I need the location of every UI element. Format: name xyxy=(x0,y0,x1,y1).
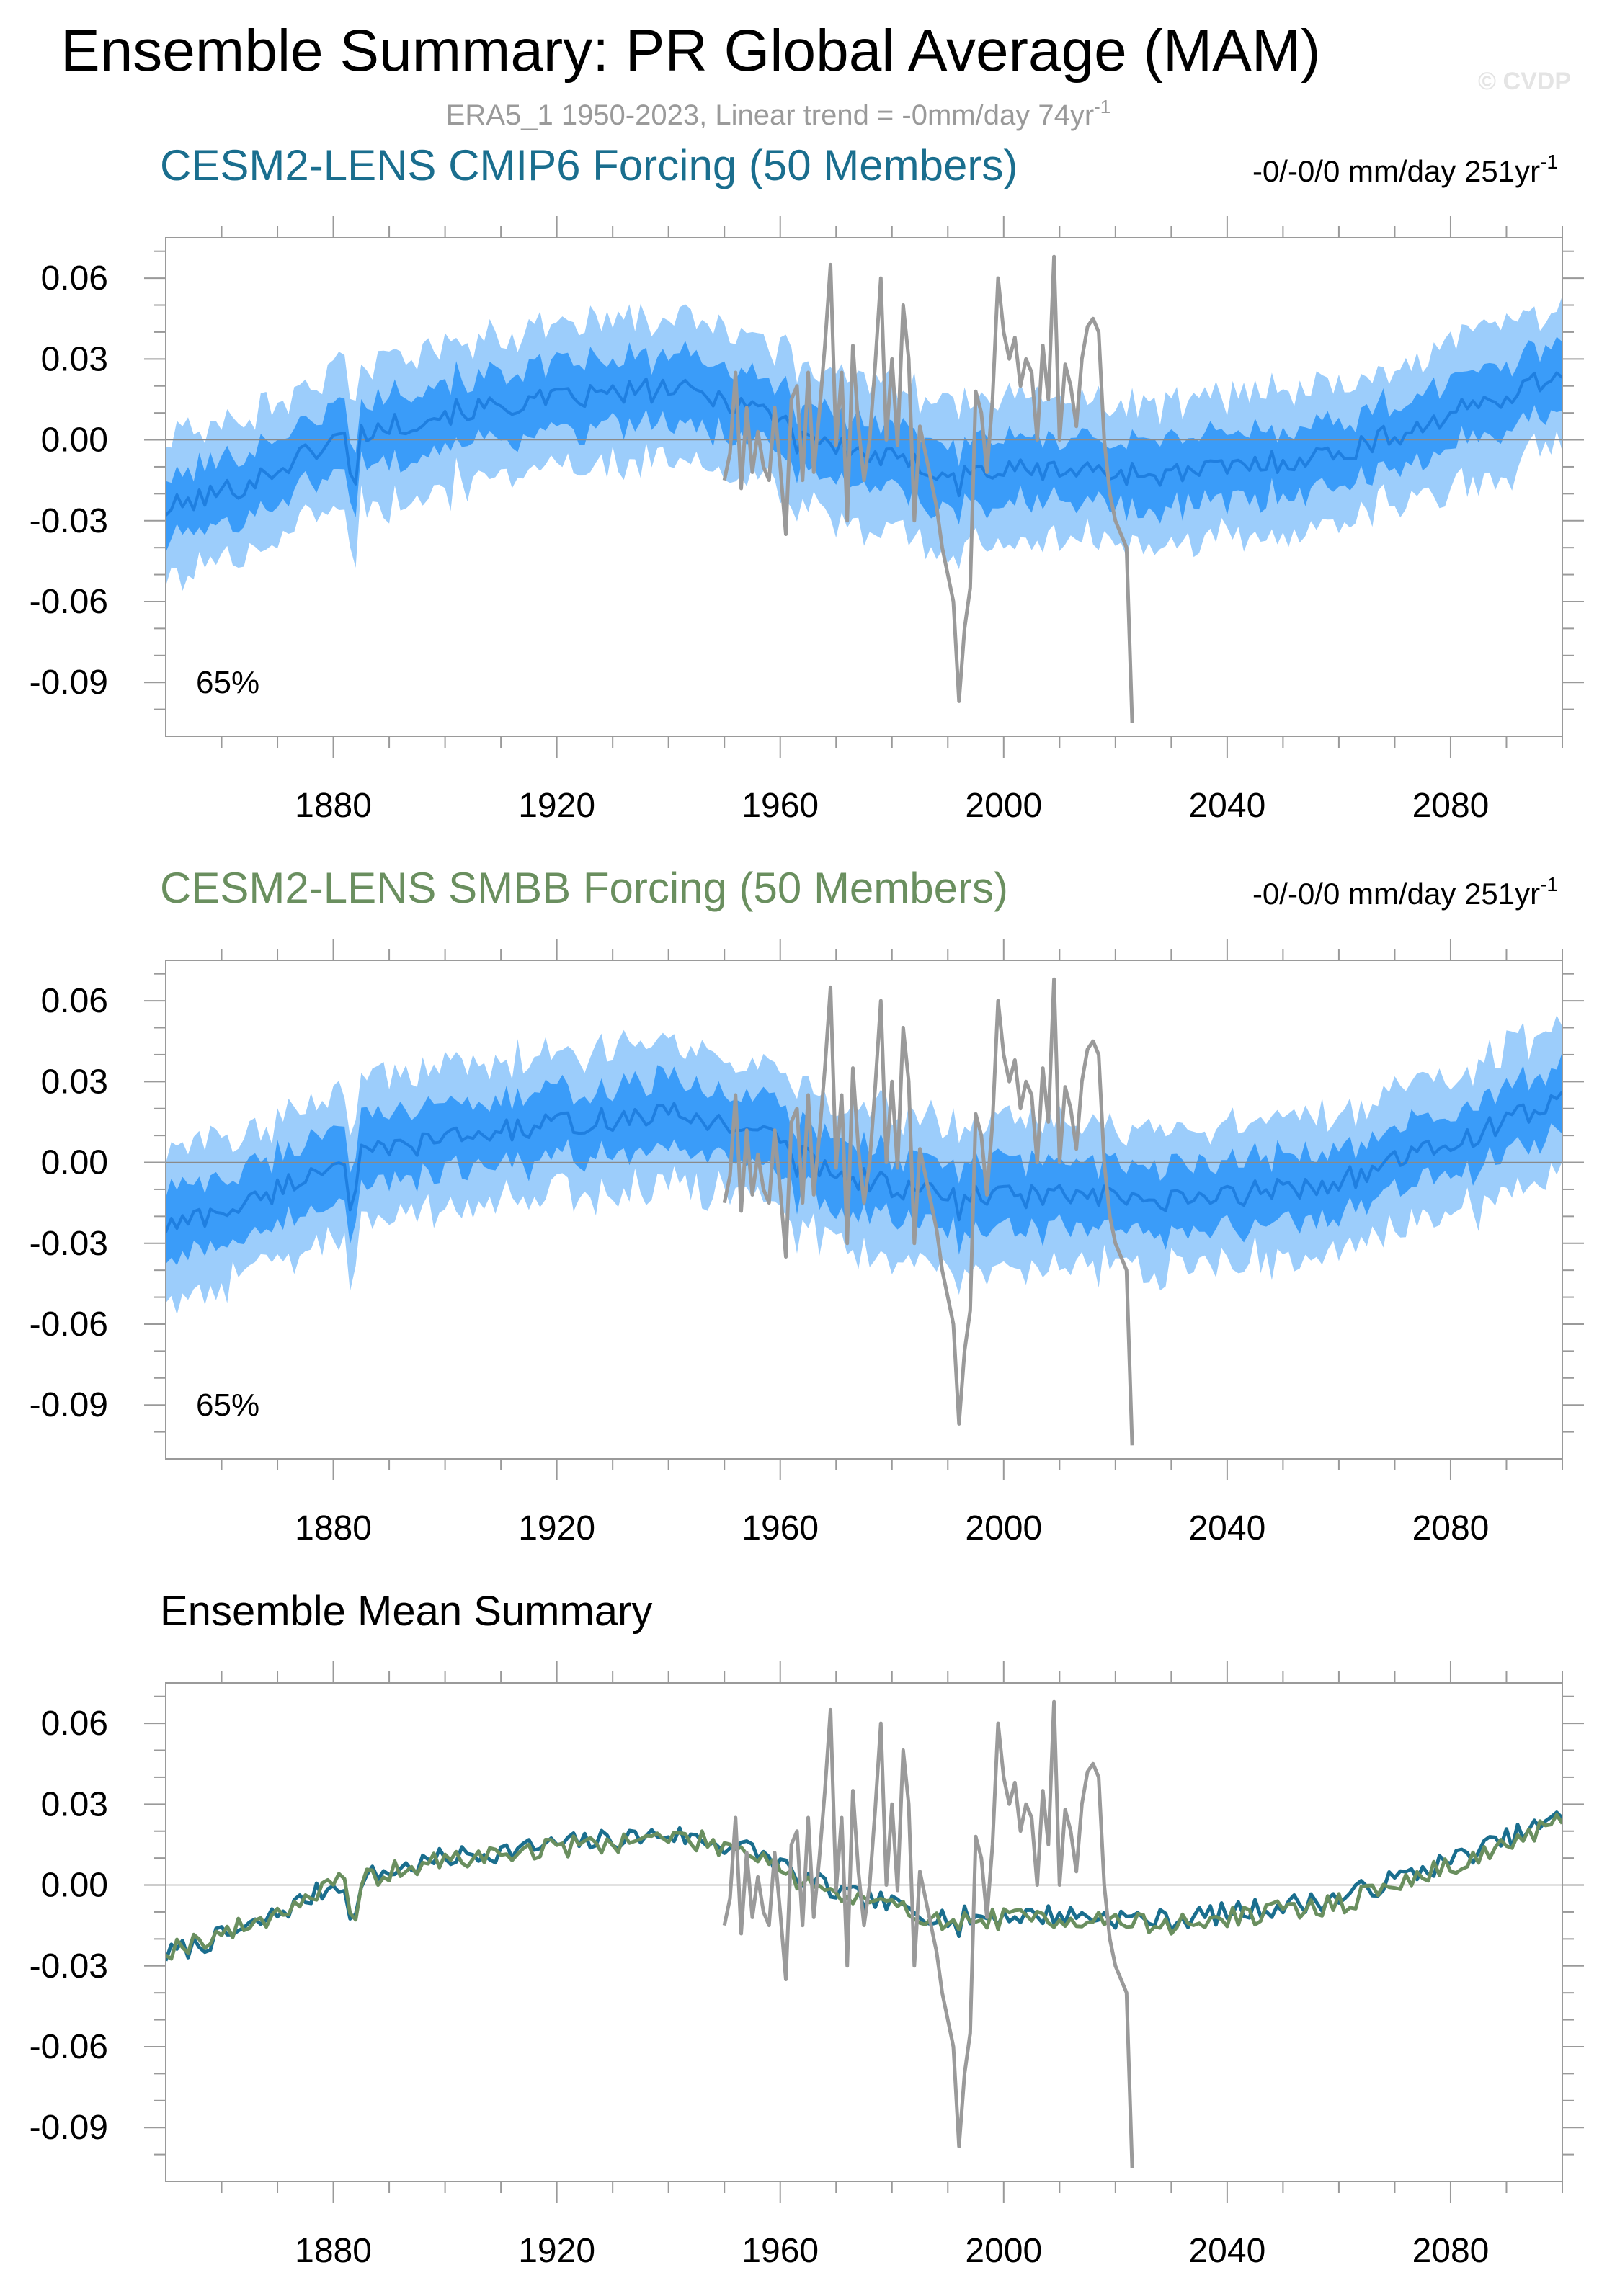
ensemble-mean-line xyxy=(166,371,1562,517)
y-tick-label: -0.03 xyxy=(30,502,108,540)
panel-cmip6: CESM2-LENS CMIP6 Forcing (50 Members) -0… xyxy=(30,141,1584,825)
x-tick-label: 2080 xyxy=(1412,1509,1490,1547)
observation-line xyxy=(722,1699,1134,2168)
x-tick-label: 1920 xyxy=(518,2232,595,2270)
y-tick-label: -0.09 xyxy=(30,1386,108,1424)
ensemble-inner-band xyxy=(166,336,1562,553)
y-tick-label: 0.00 xyxy=(41,421,108,460)
panel-cmip6-trend-text: -0/-0/0 mm/day 251yr xyxy=(1252,154,1540,188)
x-tick-label: 2080 xyxy=(1412,787,1490,825)
watermark: © CVDP xyxy=(1478,68,1571,95)
y-tick-label: 0.03 xyxy=(41,1063,108,1101)
x-tick-label: 1920 xyxy=(518,787,595,825)
ensemble-mean-line xyxy=(166,1090,1562,1233)
figure-title: Ensemble Summary: PR Global Average (MAM… xyxy=(61,18,1320,84)
x-tick-label: 1960 xyxy=(742,2232,819,2270)
x-tick-label: 2080 xyxy=(1412,2232,1490,2270)
y-tick-label: -0.03 xyxy=(30,1225,108,1263)
panel-cmip6-plot: 1880 1920 1960 2000 2040 2080 0.06 0.03 0.00 -0.0… xyxy=(30,216,1584,825)
x-tick-label: 1960 xyxy=(742,787,819,825)
ensemble-inner-band xyxy=(166,1052,1562,1266)
x-tick-label: 2040 xyxy=(1188,2232,1265,2270)
panel-smbb-trend-text: -0/-0/0 mm/day 251yr xyxy=(1252,877,1540,911)
panel-smbb: CESM2-LENS SMBB Forcing (50 Members) -0/… xyxy=(30,864,1584,1547)
panel-cmip6-percent-label: 65% xyxy=(196,665,259,700)
y-tick-label: 0.00 xyxy=(41,1144,108,1182)
x-tick-label: 2000 xyxy=(965,1509,1042,1547)
panel-ensemble-mean: Ensemble Mean Summary 1880 1920 1960 2000 20… xyxy=(30,1588,1584,2270)
panel-smbb-trend-label: -0/-0/0 mm/day 251yr-1 xyxy=(1252,873,1558,911)
panel-smbb-plot: 1880 1920 1960 2000 2040 2080 0.06 0.03 0.00 -0.0… xyxy=(30,939,1584,1547)
y-tick-label: -0.09 xyxy=(30,2109,108,2147)
obs-trend-label-text: ERA5_1 1950-2023, Linear trend = -0mm/da… xyxy=(446,99,1094,131)
y-tick-label: 0.03 xyxy=(41,1785,108,1823)
smbb-mean-line xyxy=(166,1813,1562,1961)
x-tick-label: 1880 xyxy=(295,1509,372,1547)
plot-frame xyxy=(165,960,1563,1460)
plot-area xyxy=(166,977,1562,1446)
y-tick-label: 0.06 xyxy=(41,1705,108,1743)
obs-trend-label-sup: -1 xyxy=(1094,96,1110,117)
plot-frame xyxy=(165,1682,1563,2182)
plot-area xyxy=(166,1699,1562,2168)
x-tick-label: 2000 xyxy=(965,2232,1042,2270)
x-tick-label: 1920 xyxy=(518,1509,595,1547)
y-tick-label: 0.03 xyxy=(41,340,108,378)
y-tick-label: 0.06 xyxy=(41,259,108,298)
panel-smbb-trend-sup: -1 xyxy=(1540,873,1558,895)
panel-smbb-percent-label: 65% xyxy=(196,1388,259,1423)
y-tick-label: -0.03 xyxy=(30,1947,108,1985)
panel-cmip6-title: CESM2-LENS CMIP6 Forcing (50 Members) xyxy=(160,141,1018,189)
plot-area xyxy=(166,254,1562,723)
y-tick-label: -0.06 xyxy=(30,2028,108,2066)
y-tick-label: -0.09 xyxy=(30,664,108,702)
y-tick-label: 0.06 xyxy=(41,982,108,1020)
y-tick-label: 0.00 xyxy=(41,1867,108,1905)
panel-cmip6-trend-label: -0/-0/0 mm/day 251yr-1 xyxy=(1252,151,1558,188)
panel-smbb-title: CESM2-LENS SMBB Forcing (50 Members) xyxy=(160,864,1008,912)
panel-ensemble-mean-plot: 1880 1920 1960 2000 2040 2080 0.06 0.03 0.00 -0.0… xyxy=(30,1661,1584,2270)
x-tick-label: 1880 xyxy=(295,787,372,825)
panel-cmip6-trend-sup: -1 xyxy=(1540,151,1558,173)
x-tick-label: 2000 xyxy=(965,787,1042,825)
observation-line xyxy=(722,254,1134,723)
x-tick-label: 2040 xyxy=(1188,1509,1265,1547)
observation-line xyxy=(722,977,1134,1446)
plot-frame xyxy=(165,237,1563,737)
y-tick-label: -0.06 xyxy=(30,583,108,621)
x-tick-label: 2040 xyxy=(1188,787,1265,825)
x-tick-label: 1960 xyxy=(742,1509,819,1547)
x-tick-label: 1880 xyxy=(295,2232,372,2270)
panel-ensemble-mean-title: Ensemble Mean Summary xyxy=(160,1588,652,1635)
obs-trend-label: ERA5_1 1950-2023, Linear trend = -0mm/da… xyxy=(446,96,1111,131)
y-tick-label: -0.06 xyxy=(30,1305,108,1344)
